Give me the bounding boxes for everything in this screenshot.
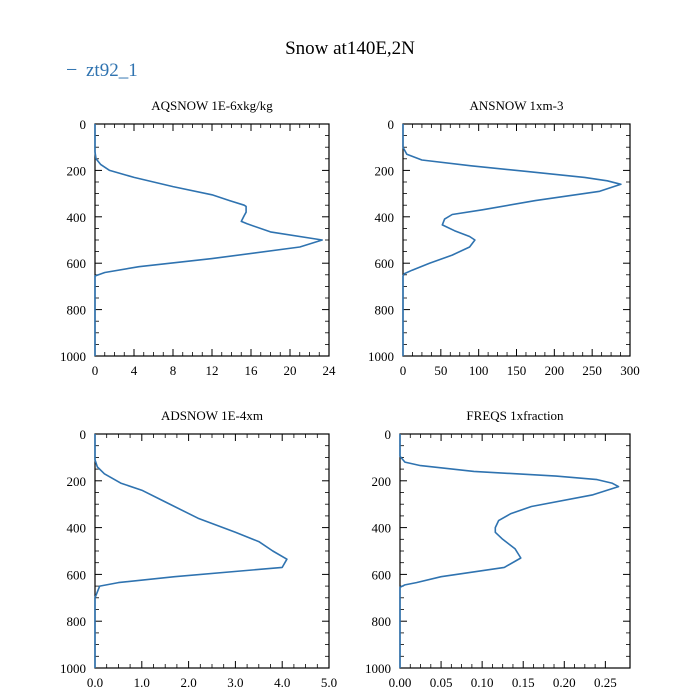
x-tick-label: 0.25 [594, 675, 617, 690]
series-line-zt92_1 [94, 124, 324, 356]
y-tick-label: 200 [67, 474, 87, 489]
y-tick-label: 200 [375, 163, 395, 178]
x-tick-label: 0 [92, 363, 99, 378]
panel-3: ADSNOW 1E-4xm 0.0 1.0 2.0 3.0 4.0 5.0 0 200 400 60… [60, 408, 337, 690]
panel-2: ANSNOW 1xm-3 0 50 100 150 200 250 300 0 200 400 600… [368, 98, 640, 378]
series-line-zt92_1 [402, 124, 622, 356]
y-tick-label: 1000 [365, 661, 391, 676]
y-tick-label: 400 [372, 521, 392, 536]
x-tick-label: 16 [245, 363, 259, 378]
y-tick-label: 600 [375, 256, 395, 271]
panel-title: FREQS 1xfraction [466, 408, 564, 423]
y-tick-label: 200 [67, 163, 87, 178]
x-tick-label: 250 [582, 363, 602, 378]
plot-frame [399, 433, 631, 669]
x-tick-label: 50 [434, 363, 447, 378]
x-tick-label: 12 [206, 363, 219, 378]
x-tick-label: 0.20 [553, 675, 576, 690]
x-tick-label: 0.00 [389, 675, 412, 690]
x-tick-label: 2.0 [180, 675, 196, 690]
x-tick-label: 8 [170, 363, 177, 378]
x-tick-label: 20 [284, 363, 297, 378]
x-tick-label: 3.0 [227, 675, 243, 690]
y-tick-label: 400 [375, 210, 395, 225]
y-tick-label: 400 [67, 521, 87, 536]
y-tick-label: 0 [385, 427, 392, 442]
y-tick-label: 400 [67, 210, 87, 225]
y-tick-label: 600 [67, 256, 87, 271]
series-line-zt92_1 [399, 434, 620, 668]
panels: AQSNOW 1E-6xkg/kg 0 4 8 12 16 20 24 0 200 400 600 80… [60, 98, 640, 690]
x-tick-label: 4.0 [274, 675, 290, 690]
x-tick-label: 0.0 [87, 675, 103, 690]
y-tick-label: 0 [388, 117, 395, 132]
panel-title: ANSNOW 1xm-3 [469, 98, 563, 113]
series-line-zt92_1 [94, 434, 288, 668]
x-tick-label: 0.15 [512, 675, 535, 690]
y-tick-label: 800 [67, 303, 87, 318]
y-tick-label: 600 [67, 567, 87, 582]
x-tick-label: 200 [545, 363, 565, 378]
legend-label: zt92_1 [86, 60, 138, 81]
x-tick-label: 0.10 [471, 675, 494, 690]
y-tick-label: 800 [375, 303, 395, 318]
y-tick-label: 800 [372, 614, 392, 629]
figure-title: Snow at140E,2N [285, 38, 415, 59]
panel-title: AQSNOW 1E-6xkg/kg [151, 98, 273, 113]
x-tick-label: 1.0 [134, 675, 150, 690]
x-tick-label: 4 [131, 363, 138, 378]
y-tick-label: 1000 [60, 661, 86, 676]
y-tick-label: 1000 [60, 349, 86, 364]
panel-1: AQSNOW 1E-6xkg/kg 0 4 8 12 16 20 24 0 200 400 600 80… [60, 98, 336, 378]
plot-frame [402, 123, 631, 357]
y-tick-label: 1000 [368, 349, 394, 364]
y-tick-label: 0 [80, 427, 87, 442]
x-tick-label: 0 [400, 363, 407, 378]
y-tick-label: 0 [80, 117, 87, 132]
x-tick-label: 24 [323, 363, 337, 378]
plot-frame [94, 123, 330, 357]
x-tick-label: 5.0 [321, 675, 337, 690]
x-tick-label: 300 [620, 363, 640, 378]
panel-title: ADSNOW 1E-4xm [161, 408, 263, 423]
y-tick-label: 600 [372, 567, 392, 582]
legend: − zt92_1 [66, 59, 138, 81]
panel-4: FREQS 1xfraction 0.00 0.05 0.10 0.15 0.20 0.25… [365, 408, 631, 690]
x-tick-label: 100 [469, 363, 489, 378]
y-tick-label: 200 [372, 474, 392, 489]
x-tick-label: 150 [507, 363, 527, 378]
plot-frame [94, 433, 330, 669]
legend-dash: − [66, 59, 77, 81]
x-tick-label: 0.05 [430, 675, 453, 690]
y-tick-label: 800 [67, 614, 87, 629]
